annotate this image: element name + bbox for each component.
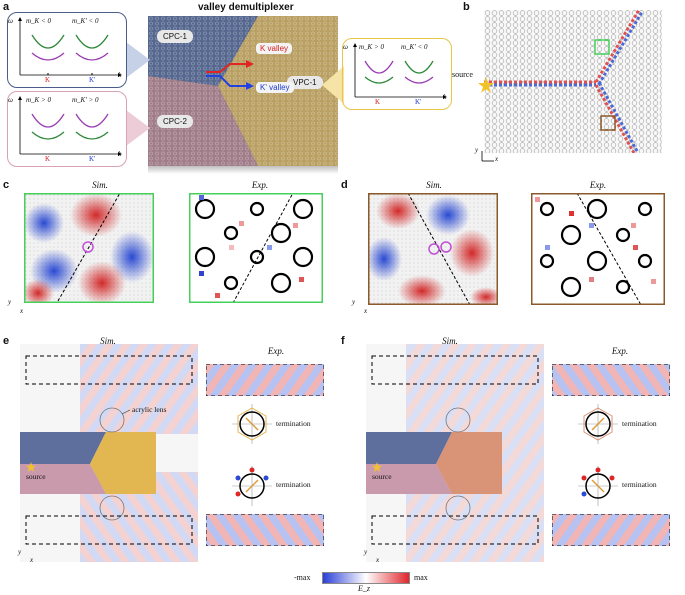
lattice-layout <box>484 10 662 153</box>
mass-kp-label: m_K' < 0 <box>401 43 428 51</box>
e-exp-bottom-map <box>206 514 324 546</box>
omega-axis-label: ω <box>8 96 13 104</box>
axes-icon <box>481 151 494 162</box>
f-exp-bottom-map <box>552 514 670 546</box>
axis-y-label: y <box>475 146 479 154</box>
e-source-label: source <box>26 472 46 481</box>
f-axis-y: y <box>364 548 368 556</box>
e-termination-bottom-icon <box>232 466 272 506</box>
e-exp-top-map <box>206 364 324 396</box>
f-sim-title: Sim. <box>442 336 458 346</box>
d-axis-x: x <box>364 307 368 315</box>
demux-sample-image <box>148 16 338 174</box>
demux-title: valley demultiplexer <box>198 2 294 13</box>
cpc1-tag: CPC-1 <box>157 30 194 43</box>
c-axis-x: x <box>20 307 24 315</box>
kp-tick-label: K' <box>415 98 422 106</box>
colorbar <box>322 572 410 584</box>
dispersion-box-cpc2: ω k m_K > 0 m_K' > 0 K K' <box>7 91 127 167</box>
e-termination-bottom-label: termination <box>276 480 311 489</box>
kp-valley-tag: K' valley <box>256 82 294 93</box>
box2-connector <box>126 110 150 146</box>
k-tick-label: K <box>45 155 51 163</box>
panel-label-c: c <box>3 179 10 191</box>
d-axis-y: y <box>352 298 356 306</box>
k-tick-label: K <box>375 98 381 106</box>
e-termination-top-icon <box>232 404 272 444</box>
k-tick-label: K <box>45 76 51 84</box>
omega-axis-label: ω <box>8 17 13 25</box>
c-axis-y: y <box>8 298 12 306</box>
kp-tick-label: K' <box>89 155 96 163</box>
d-exp-field-map <box>531 193 665 305</box>
acrylic-lens-label: acrylic lens <box>132 405 167 414</box>
c-sim-title: Sim. <box>92 180 108 190</box>
vpc1-tag: VPC-1 <box>287 76 323 89</box>
k-valley-tag: K valley <box>256 43 293 54</box>
e-axis-y: y <box>18 548 22 556</box>
f-exp-title: Exp. <box>611 346 629 356</box>
panel-label-a: a <box>3 1 10 13</box>
source-label: source <box>452 70 473 79</box>
panel-label-e: e <box>3 335 10 347</box>
panel-label-b: b <box>463 1 470 13</box>
e-sim-field-map <box>20 344 198 562</box>
c-exp-field-map <box>189 193 323 303</box>
k-axis-label: k <box>118 71 122 79</box>
f-termination-top-label: termination <box>622 419 657 428</box>
e-source-star-icon <box>26 462 36 472</box>
box3-connector <box>322 66 344 104</box>
e-axis-x: x <box>30 556 34 564</box>
f-source-star-icon <box>372 462 382 472</box>
panel-label-d: d <box>341 179 348 191</box>
kp-tick-label: K' <box>89 76 96 84</box>
e-termination-top-label: termination <box>276 419 311 428</box>
d-exp-title: Exp. <box>589 180 607 190</box>
f-termination-top-icon <box>578 404 618 444</box>
mass-k-label: m_K > 0 <box>26 96 51 104</box>
axis-x-label: x <box>495 155 499 163</box>
e-exp-title: Exp. <box>267 346 285 356</box>
d-sim-title: Sim. <box>426 180 442 190</box>
k-axis-label: k <box>118 150 122 158</box>
e-sim-title: Sim. <box>100 336 116 346</box>
c-exp-title: Exp. <box>251 180 269 190</box>
box1-connector <box>126 42 150 78</box>
mass-k-label: m_K < 0 <box>26 17 51 25</box>
f-termination-bottom-icon <box>578 466 618 506</box>
k-axis-label: k <box>443 93 447 101</box>
f-axis-x: x <box>376 556 380 564</box>
f-source-label: source <box>372 472 392 481</box>
f-termination-bottom-label: termination <box>622 480 657 489</box>
colorbar-max-label: max <box>414 573 428 582</box>
cpc2-tag: CPC-2 <box>157 115 194 128</box>
dispersion-box-vpc1: ω k m_K > 0 m_K' < 0 K K' <box>342 38 452 110</box>
mass-kp-label: m_K' > 0 <box>72 96 99 104</box>
mass-kp-label: m_K' < 0 <box>72 17 99 25</box>
colorbar-min-label: -max <box>294 573 311 582</box>
dispersion-box-cpc1: ω k m_K < 0 m_K' < 0 K K' <box>7 12 127 88</box>
f-exp-top-map <box>552 364 670 396</box>
c-sim-field-map <box>24 193 154 303</box>
f-sim-field-map <box>366 344 544 562</box>
omega-axis-label: ω <box>343 43 348 51</box>
colorbar-quantity-label: E_z <box>358 584 370 593</box>
source-star-icon <box>478 77 494 93</box>
panel-label-f: f <box>341 335 345 347</box>
mass-k-label: m_K > 0 <box>359 43 384 51</box>
d-sim-field-map <box>368 193 498 305</box>
